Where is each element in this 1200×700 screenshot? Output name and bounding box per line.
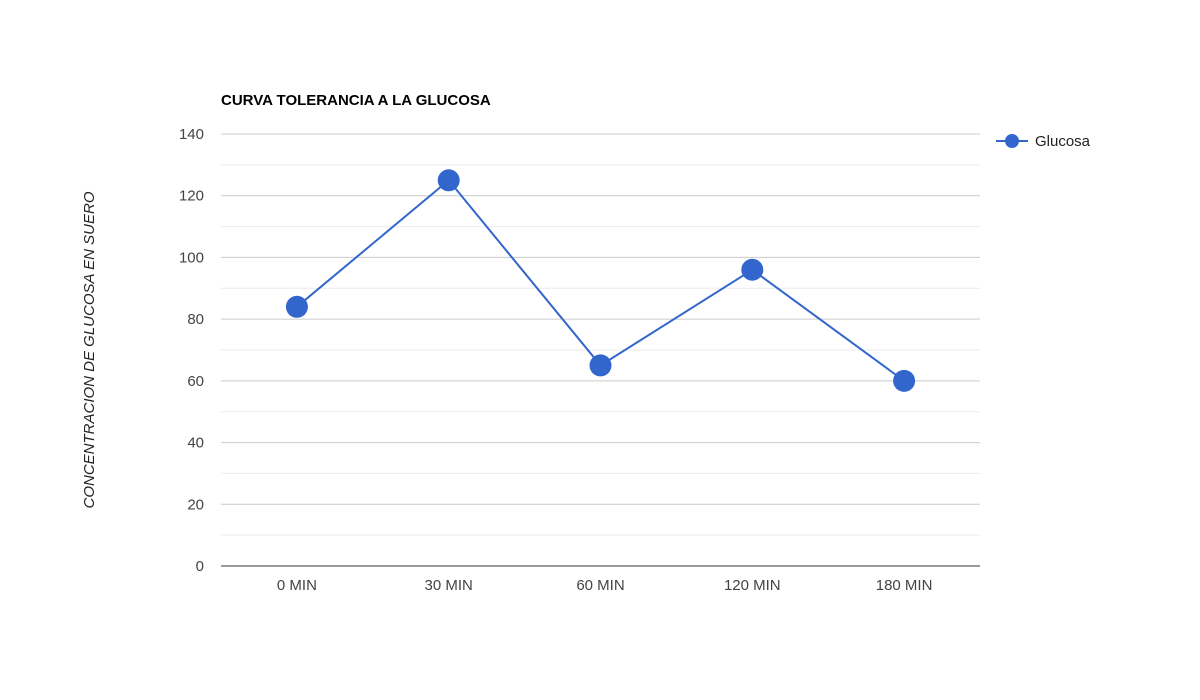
data-point[interactable] [285,295,308,318]
y-tick-label: 80 [187,311,204,328]
y-axis-title: CONCENTRACION DE GLUCOSA EN SUERO [81,191,98,508]
y-tick-label: 20 [187,496,204,513]
legend-label-glucosa: Glucosa [1035,133,1091,150]
series-line [296,178,905,382]
chart-title: CURVA TOLERANCIA A LA GLUCOSA [221,92,491,109]
data-point[interactable] [437,169,460,192]
series-area [285,169,916,392]
y-tick-label: 120 [179,188,204,205]
legend-marker [1005,134,1019,148]
x-tick-label: 0 MIN [277,577,317,594]
x-tick-label: 30 MIN [425,577,473,594]
y-axis-ticks: 0 20 40 60 80 100 120 140 [179,126,204,575]
y-tick-label: 40 [187,435,204,452]
grid [221,133,980,567]
x-tick-label: 120 MIN [724,577,781,594]
x-tick-label: 60 MIN [576,577,624,594]
data-point[interactable] [741,258,764,281]
y-tick-label: 0 [196,558,204,575]
y-tick-label: 60 [187,373,204,390]
y-tick-label: 140 [179,126,204,143]
y-tick-label: 100 [179,249,204,266]
legend[interactable]: Glucosa [996,133,1091,150]
x-tick-label: 180 MIN [876,577,933,594]
x-axis-ticks: 0 MIN 30 MIN 60 MIN 120 MIN 180 MIN [277,577,933,594]
data-point[interactable] [589,354,612,377]
data-point[interactable] [893,369,916,392]
